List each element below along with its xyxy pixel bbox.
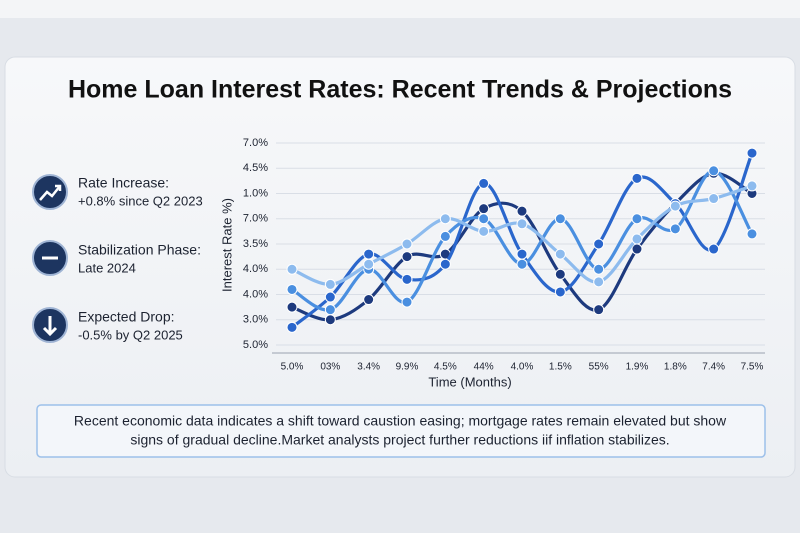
highlight-label: Rate Increase: bbox=[78, 175, 169, 191]
data-point bbox=[478, 177, 490, 189]
x-tick-label: 4.5% bbox=[434, 362, 457, 373]
data-point bbox=[516, 205, 528, 217]
y-tick-label: 4.0% bbox=[243, 288, 268, 300]
x-tick-label: 1.5% bbox=[549, 362, 572, 373]
x-tick-label: 55% bbox=[589, 362, 609, 373]
data-point bbox=[631, 172, 643, 184]
x-tick-label: 1.8% bbox=[664, 362, 687, 373]
data-point bbox=[286, 301, 298, 313]
data-point bbox=[708, 243, 720, 255]
data-point bbox=[516, 258, 528, 270]
x-tick-label: 9.9% bbox=[396, 362, 419, 373]
data-point bbox=[439, 213, 451, 225]
data-point bbox=[554, 213, 566, 225]
icon-arrow bbox=[42, 326, 58, 337]
x-tick-label: 7.5% bbox=[741, 362, 764, 373]
icon bbox=[32, 174, 68, 210]
data-point bbox=[324, 291, 336, 303]
x-tick-label: 44% bbox=[474, 362, 494, 373]
highlight-detail: +0.8% since Q2 2023 bbox=[78, 193, 203, 208]
data-point bbox=[746, 228, 758, 240]
data-point bbox=[593, 304, 605, 316]
data-point bbox=[324, 304, 336, 316]
data-point bbox=[401, 296, 413, 308]
highlight-label: Expected Drop: bbox=[78, 309, 175, 325]
data-point bbox=[478, 225, 490, 237]
data-point bbox=[593, 263, 605, 275]
data-point bbox=[439, 230, 451, 242]
data-point bbox=[746, 147, 758, 159]
data-point bbox=[554, 268, 566, 280]
data-point bbox=[669, 200, 681, 212]
y-tick-label: 7.0% bbox=[243, 213, 268, 225]
data-point bbox=[286, 283, 298, 295]
data-point bbox=[401, 238, 413, 250]
data-point bbox=[554, 286, 566, 298]
highlight-detail: -0.5% by Q2 2025 bbox=[78, 327, 183, 342]
highlight-detail: Late 2024 bbox=[78, 260, 136, 275]
data-point bbox=[593, 238, 605, 250]
data-point bbox=[593, 276, 605, 288]
data-point bbox=[324, 278, 336, 290]
x-tick-label: 7.4% bbox=[702, 362, 725, 373]
data-point bbox=[363, 248, 375, 260]
data-point bbox=[631, 243, 643, 255]
x-tick-label: 5.0% bbox=[281, 362, 304, 373]
data-point bbox=[286, 263, 298, 275]
icon-arrow bbox=[55, 184, 62, 191]
x-axis-label: Time (Months) bbox=[428, 374, 511, 389]
highlight-icons bbox=[32, 174, 68, 343]
y-tick-label: 4.5% bbox=[243, 162, 268, 174]
y-tick-label: 5.0% bbox=[243, 339, 268, 351]
x-tick-label: 4.0% bbox=[511, 362, 534, 373]
icon-arrow bbox=[39, 185, 61, 201]
x-tick-label: 3.4% bbox=[357, 362, 380, 373]
data-point bbox=[708, 193, 720, 205]
y-tick-label: 1.0% bbox=[243, 187, 268, 199]
note-line: Recent economic data indicates a shift t… bbox=[74, 413, 727, 429]
card bbox=[4, 56, 796, 478]
data-point bbox=[516, 248, 528, 260]
note-box bbox=[36, 404, 766, 458]
top-strip bbox=[0, 0, 800, 18]
note-line: signs of gradual decline.Market analysts… bbox=[130, 432, 669, 448]
x-tick-label: 1.9% bbox=[626, 362, 649, 373]
data-point bbox=[478, 203, 490, 215]
y-tick-label: 7.0% bbox=[243, 137, 268, 149]
data-point bbox=[363, 294, 375, 306]
y-axis-label: Interest Rate %) bbox=[219, 198, 234, 292]
data-point bbox=[363, 258, 375, 270]
data-point bbox=[401, 251, 413, 263]
highlight-label: Stabilization Phase: bbox=[78, 242, 201, 258]
data-point bbox=[554, 248, 566, 260]
data-point bbox=[478, 213, 490, 225]
y-tick-label: 3.0% bbox=[243, 314, 268, 326]
chart-title: Home Loan Interest Rates: Recent Trends … bbox=[68, 76, 732, 104]
y-tick-label: 4.0% bbox=[243, 263, 268, 275]
y-tick-label: 3.5% bbox=[243, 238, 268, 250]
plot: 7.0% 4.5% 1.0% 7.0% 3.5% 4.0% 4.0% 3.0% 5.0% 5.0%… bbox=[243, 137, 765, 373]
data-point bbox=[439, 258, 451, 270]
data-point bbox=[286, 321, 298, 333]
data-point bbox=[708, 165, 720, 177]
data-point bbox=[631, 233, 643, 245]
data-point bbox=[516, 218, 528, 230]
data-point bbox=[324, 314, 336, 326]
data-point bbox=[746, 180, 758, 192]
data-point bbox=[631, 213, 643, 225]
data-point bbox=[669, 223, 681, 235]
data-point bbox=[401, 273, 413, 285]
x-tick-label: 03% bbox=[320, 362, 340, 373]
